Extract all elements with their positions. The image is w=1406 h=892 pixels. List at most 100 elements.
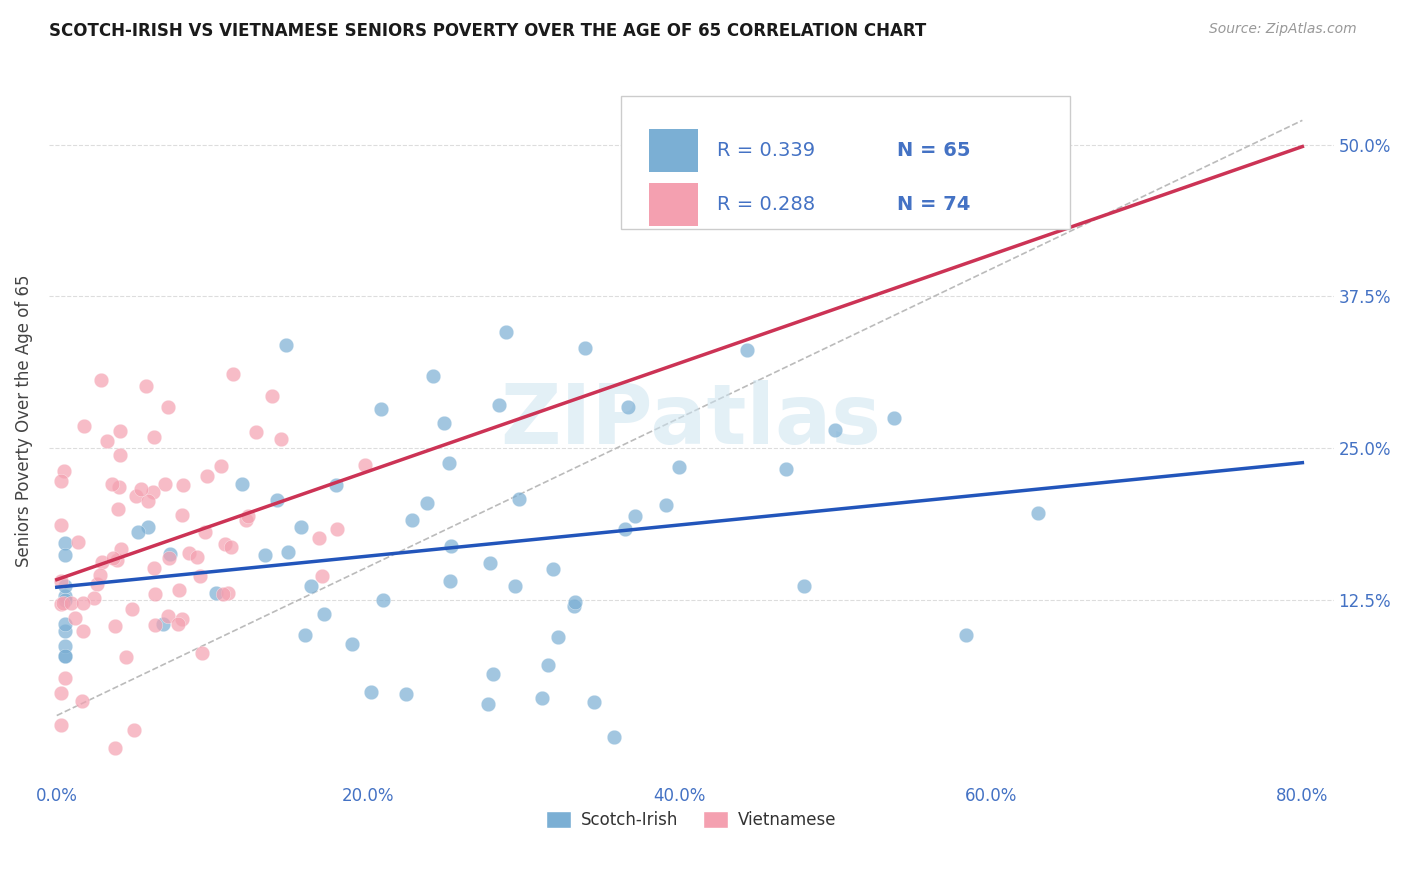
Point [191,646,214,660]
Point [440,539,463,553]
Point [274,338,297,352]
Point [260,389,283,403]
Point [53,592,76,607]
Point [66,535,89,549]
Point [115,649,138,664]
Point [617,400,640,414]
Point [564,595,586,609]
Point [166,616,188,631]
Point [212,587,235,601]
Point [170,612,193,626]
Point [156,608,179,623]
FancyBboxPatch shape [648,129,697,172]
Point [136,520,159,534]
Point [121,602,143,616]
Point [142,485,165,500]
Legend: Scotch-Irish, Vietnamese: Scotch-Irish, Vietnamese [538,804,844,836]
Point [217,586,239,600]
Point [91,555,114,569]
Point [70,694,93,708]
Point [53,649,76,664]
Point [883,411,905,425]
Point [86,577,108,591]
Point [583,695,606,709]
Point [602,730,624,744]
Point [104,741,127,756]
Point [793,579,815,593]
Point [51,474,73,488]
Point [508,491,530,506]
Point [138,494,160,508]
Point [214,537,236,551]
Point [477,697,499,711]
FancyBboxPatch shape [648,183,697,226]
Point [340,637,363,651]
Point [53,640,76,654]
Point [90,373,112,387]
Point [775,462,797,476]
Text: N = 74: N = 74 [897,194,970,214]
Point [195,469,218,483]
Point [53,589,76,603]
Point [277,545,299,559]
Point [53,624,76,638]
Point [270,432,292,446]
Point [53,579,76,593]
Point [89,568,111,582]
Point [143,561,166,575]
Point [145,587,167,601]
Point [108,448,131,462]
Point [231,476,253,491]
Point [574,341,596,355]
Point [537,658,560,673]
Point [73,419,96,434]
Point [101,550,124,565]
Point [96,434,118,448]
Point [290,519,312,533]
Point [51,574,73,588]
Point [655,498,678,512]
Point [373,593,395,607]
Point [416,495,439,509]
Point [53,549,76,563]
Point [437,456,460,470]
Point [222,367,245,381]
Point [172,478,194,492]
Point [101,477,124,491]
Point [308,531,330,545]
Point [433,417,456,431]
Point [51,718,73,732]
Point [167,583,190,598]
Point [105,552,128,566]
Text: R = 0.339: R = 0.339 [717,141,815,161]
Text: N = 65: N = 65 [897,141,970,161]
Point [737,343,759,358]
Point [245,425,267,440]
Point [211,458,233,473]
Point [159,548,181,562]
Text: Source: ZipAtlas.com: Source: ZipAtlas.com [1209,22,1357,37]
Point [482,666,505,681]
Point [1026,506,1049,520]
Point [479,556,502,570]
Point [72,595,94,609]
Point [562,599,585,614]
Point [157,550,180,565]
Point [51,685,73,699]
Point [531,690,554,705]
Point [104,619,127,633]
Text: SCOTCH-IRISH VS VIETNAMESE SENIORS POVERTY OVER THE AGE OF 65 CORRELATION CHART: SCOTCH-IRISH VS VIETNAMESE SENIORS POVER… [49,22,927,40]
Point [157,401,180,415]
Point [188,568,211,582]
Point [194,524,217,539]
Point [153,477,176,491]
Point [51,597,73,611]
Point [395,688,418,702]
Point [488,398,510,412]
Point [266,492,288,507]
Point [311,569,333,583]
Point [401,513,423,527]
Point [55,671,77,685]
Point [439,574,461,588]
Point [495,326,517,340]
